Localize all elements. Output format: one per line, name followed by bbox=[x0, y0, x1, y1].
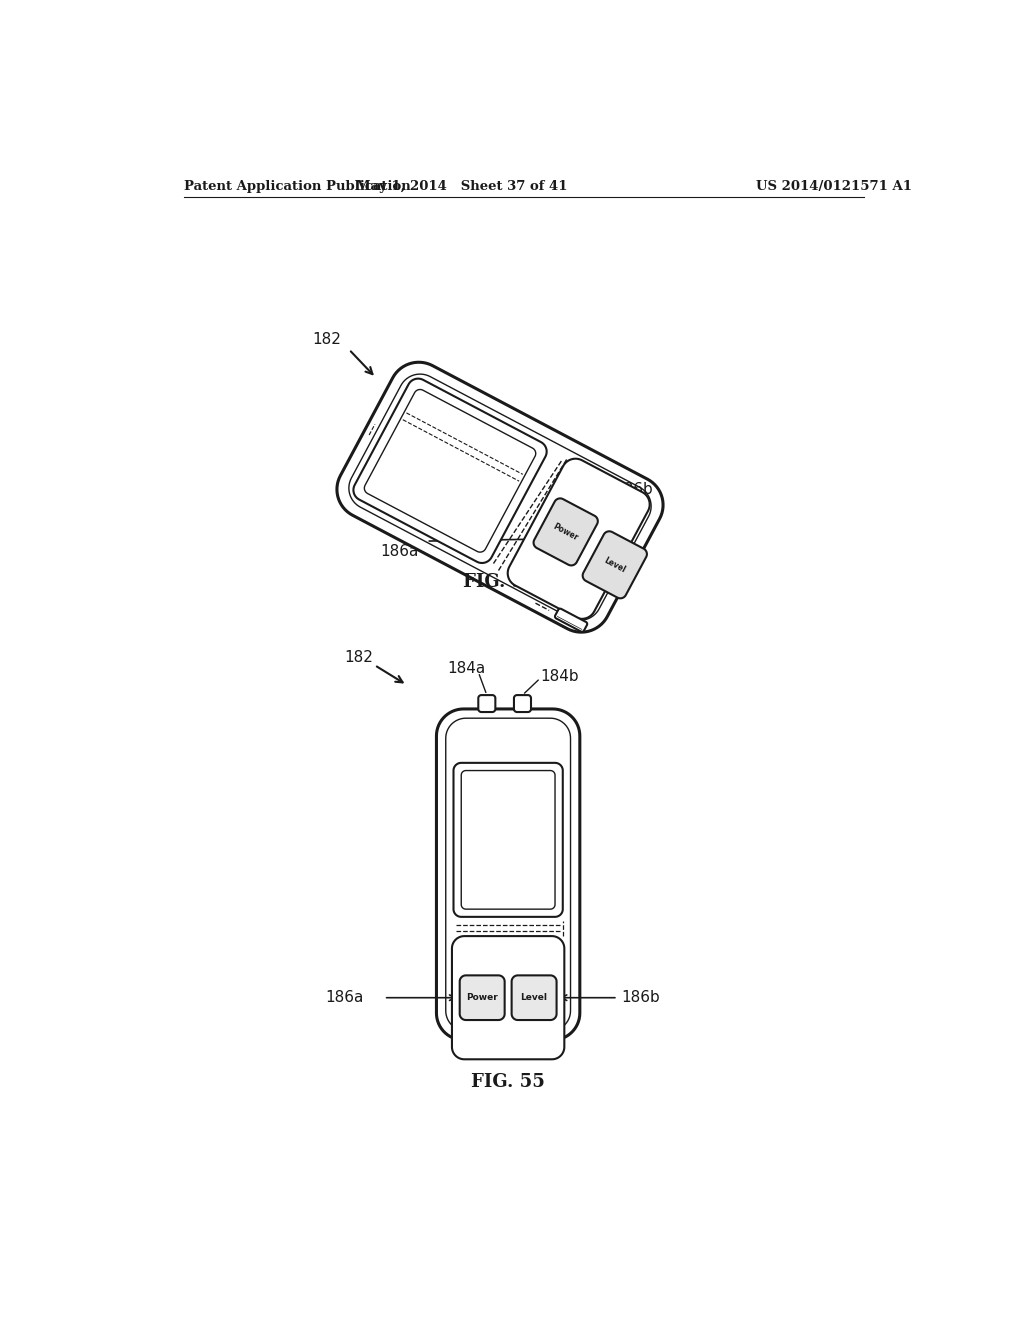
Text: Level: Level bbox=[602, 556, 627, 574]
Text: 182: 182 bbox=[312, 331, 342, 347]
Text: Patent Application Publication: Patent Application Publication bbox=[183, 181, 411, 194]
Text: 184a: 184a bbox=[447, 661, 486, 676]
Text: FIG. 55: FIG. 55 bbox=[471, 1073, 545, 1092]
Polygon shape bbox=[461, 771, 555, 909]
Polygon shape bbox=[478, 696, 496, 711]
Text: FIG. 54: FIG. 54 bbox=[463, 573, 537, 591]
Text: 186b: 186b bbox=[614, 482, 652, 498]
Text: 186a: 186a bbox=[326, 990, 364, 1006]
Polygon shape bbox=[337, 362, 664, 632]
Text: 184b: 184b bbox=[541, 669, 579, 684]
Text: 182: 182 bbox=[344, 649, 374, 665]
Text: May 1, 2014   Sheet 37 of 41: May 1, 2014 Sheet 37 of 41 bbox=[355, 181, 567, 194]
Polygon shape bbox=[460, 975, 505, 1020]
Polygon shape bbox=[452, 936, 564, 1059]
Polygon shape bbox=[508, 459, 649, 619]
Polygon shape bbox=[583, 532, 647, 598]
Text: US 2014/0121571 A1: US 2014/0121571 A1 bbox=[756, 181, 911, 194]
Text: Level: Level bbox=[520, 993, 548, 1002]
Polygon shape bbox=[534, 499, 598, 565]
Polygon shape bbox=[436, 709, 580, 1040]
Polygon shape bbox=[555, 609, 587, 632]
Text: 186a: 186a bbox=[380, 544, 419, 558]
Text: Power: Power bbox=[552, 521, 580, 543]
Polygon shape bbox=[514, 696, 531, 711]
Polygon shape bbox=[365, 389, 536, 552]
Polygon shape bbox=[512, 975, 557, 1020]
Polygon shape bbox=[353, 379, 547, 564]
Polygon shape bbox=[454, 763, 563, 917]
Text: 186b: 186b bbox=[621, 990, 659, 1006]
Text: Power: Power bbox=[466, 993, 498, 1002]
